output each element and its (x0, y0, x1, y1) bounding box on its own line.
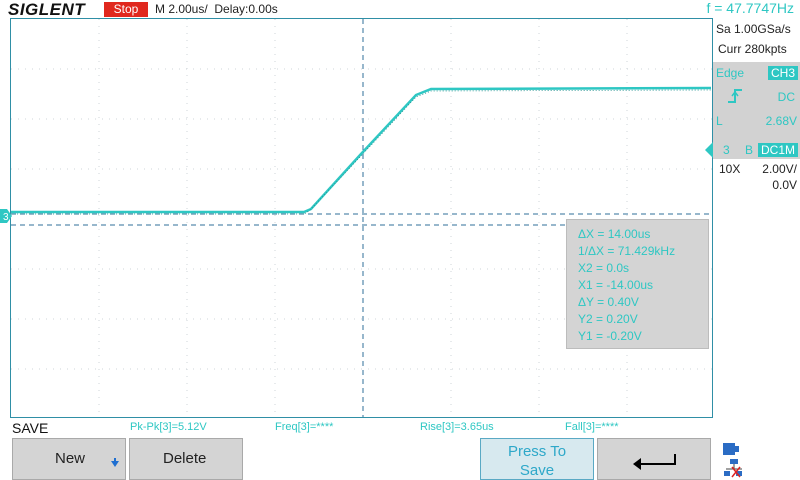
cursor-y1: Y1 = -0.20V (578, 329, 642, 343)
press-to-save-button[interactable]: Press To Save (480, 438, 594, 480)
channel3-number: 3 (723, 143, 730, 157)
measure-rise: Rise[3]=3.65us (420, 421, 494, 433)
network-icon (724, 459, 742, 478)
channel3-offset: 0.0V (772, 178, 797, 192)
measure-pkpk: Pk-Pk[3]=5.12V (130, 421, 207, 433)
timebase-readout[interactable]: M 2.00us/ Delay:0.00s (155, 2, 278, 16)
frequency-counter: f = 47.7747Hz (706, 0, 794, 16)
cursor-readout-panel: ΔX = 14.00us 1/ΔX = 71.429kHz X2 = 0.0s … (566, 219, 709, 349)
cursor-x2: X2 = 0.0s (578, 261, 630, 275)
cursor-x1: X1 = -14.00us (578, 278, 654, 292)
cursor-delta-x: ΔX = 14.00us (578, 227, 651, 241)
channel3-trace (11, 86, 712, 214)
press-to-save-line2: Save (519, 462, 555, 479)
menu-title: SAVE (12, 420, 49, 436)
channel3-tab-pointer (705, 142, 713, 158)
measure-fall: Fall[3]=**** (565, 421, 619, 433)
delay-value: Delay:0.00s (214, 2, 278, 16)
usb-icon (723, 443, 739, 455)
run-stop-badge[interactable]: Stop (104, 2, 148, 17)
channel3-marker-label: 3 (3, 212, 9, 223)
delete-button-label: Delete (163, 450, 207, 467)
trigger-level-label: L (716, 114, 723, 128)
top-status-bar: SIGLENT Stop M 2.00us/ Delay:0.00s f = 4… (0, 0, 800, 19)
press-to-save-line1: Press To (507, 443, 567, 460)
cursor-inv-delta-x: 1/ΔX = 71.429kHz (578, 244, 676, 258)
timebase-value: M 2.00us/ (155, 2, 208, 16)
new-button-label: New (55, 450, 86, 467)
channel3-scale: 2.00V/ (762, 162, 797, 176)
rising-edge-icon (728, 89, 742, 103)
trigger-type: Edge (716, 66, 745, 80)
brand-logo: SIGLENT (8, 0, 86, 19)
return-arrow-icon (633, 454, 676, 470)
cursor-y2: Y2 = 0.20V (578, 312, 638, 326)
memory-depth: Curr 280kpts (718, 42, 787, 56)
sample-rate: Sa 1.00GSa/s (716, 22, 791, 36)
new-button[interactable]: New (12, 438, 126, 480)
channel3-ground-marker[interactable]: 3 (0, 209, 12, 223)
channel3-panel[interactable]: 3 B DC1M 10X 2.00V/ 0.0V (705, 142, 800, 192)
delete-button[interactable]: Delete (129, 438, 243, 480)
trigger-level: 2.68V (765, 114, 797, 128)
waveform-display[interactable] (10, 18, 713, 418)
press-to-save-text: Press To Save (481, 442, 593, 480)
channel3-coupling: DC1M (757, 143, 798, 157)
return-button[interactable] (597, 438, 711, 480)
side-info-panel: Sa 1.00GSa/s Curr 280kpts Edge CH3 DC L … (705, 18, 800, 418)
channel3-probe: 10X (719, 162, 741, 176)
cursor-delta-y: ΔY = 0.40V (578, 295, 639, 309)
trigger-source: CH3 (767, 66, 798, 80)
bandwidth-limit-flag: B (745, 143, 754, 157)
arrow-down-icon (111, 458, 119, 467)
measure-freq: Freq[3]=**** (275, 421, 334, 433)
trigger-coupling: DC (777, 90, 795, 104)
trigger-panel[interactable]: Edge CH3 DC L 2.68V (713, 62, 800, 149)
